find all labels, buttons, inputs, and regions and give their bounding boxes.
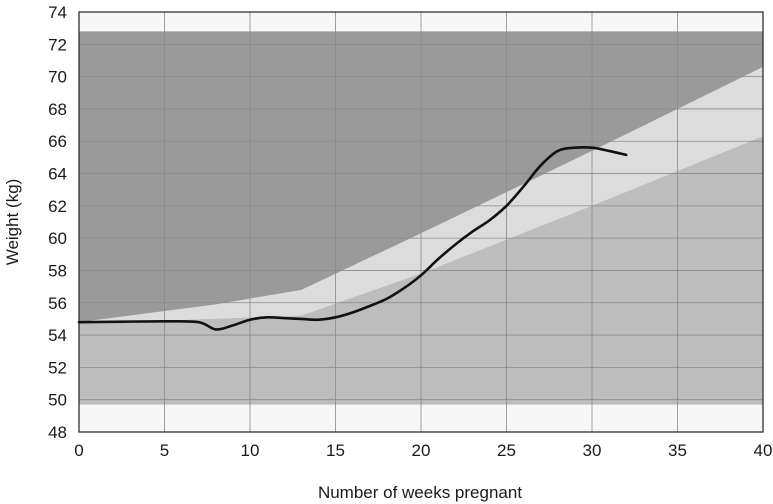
plot-frame — [78, 11, 764, 433]
x-tick-label: 35 — [668, 441, 687, 460]
x-tick-label: 0 — [74, 441, 83, 460]
y-tick-label: 70 — [48, 68, 67, 87]
y-tick-label: 50 — [48, 391, 67, 410]
y-tick-label: 54 — [48, 326, 67, 345]
y-tick-label: 66 — [48, 132, 67, 151]
y-tick-label: 74 — [48, 3, 67, 22]
y-tick-label: 60 — [48, 229, 67, 248]
y-tick-label: 64 — [48, 165, 67, 184]
y-tick-label: 72 — [48, 35, 67, 54]
x-tick-label: 25 — [497, 441, 516, 460]
y-tick-label: 48 — [48, 423, 67, 442]
x-tick-label: 10 — [241, 441, 260, 460]
y-tick-label: 52 — [48, 358, 67, 377]
y-tick-label: 68 — [48, 100, 67, 119]
x-tick-label: 5 — [160, 441, 169, 460]
y-axis-tick-labels: 48 50 52 54 56 58 60 62 64 66 68 70 72 74 — [48, 3, 67, 442]
y-tick-label: 56 — [48, 294, 67, 313]
x-axis-tick-labels: 0 5 10 15 20 25 30 35 40 — [74, 441, 772, 460]
y-tick-label: 58 — [48, 261, 67, 280]
x-tick-label: 15 — [326, 441, 345, 460]
grid-lines — [79, 12, 763, 432]
weight-series-line — [77, 145, 628, 331]
x-tick-label: 30 — [583, 441, 602, 460]
x-axis-title: Number of weeks pregnant — [318, 483, 522, 502]
x-tick-label: 20 — [412, 441, 431, 460]
y-tick-label: 62 — [48, 197, 67, 216]
x-tick-label: 40 — [754, 441, 773, 460]
y-axis-title: Weight (kg) — [3, 179, 22, 266]
